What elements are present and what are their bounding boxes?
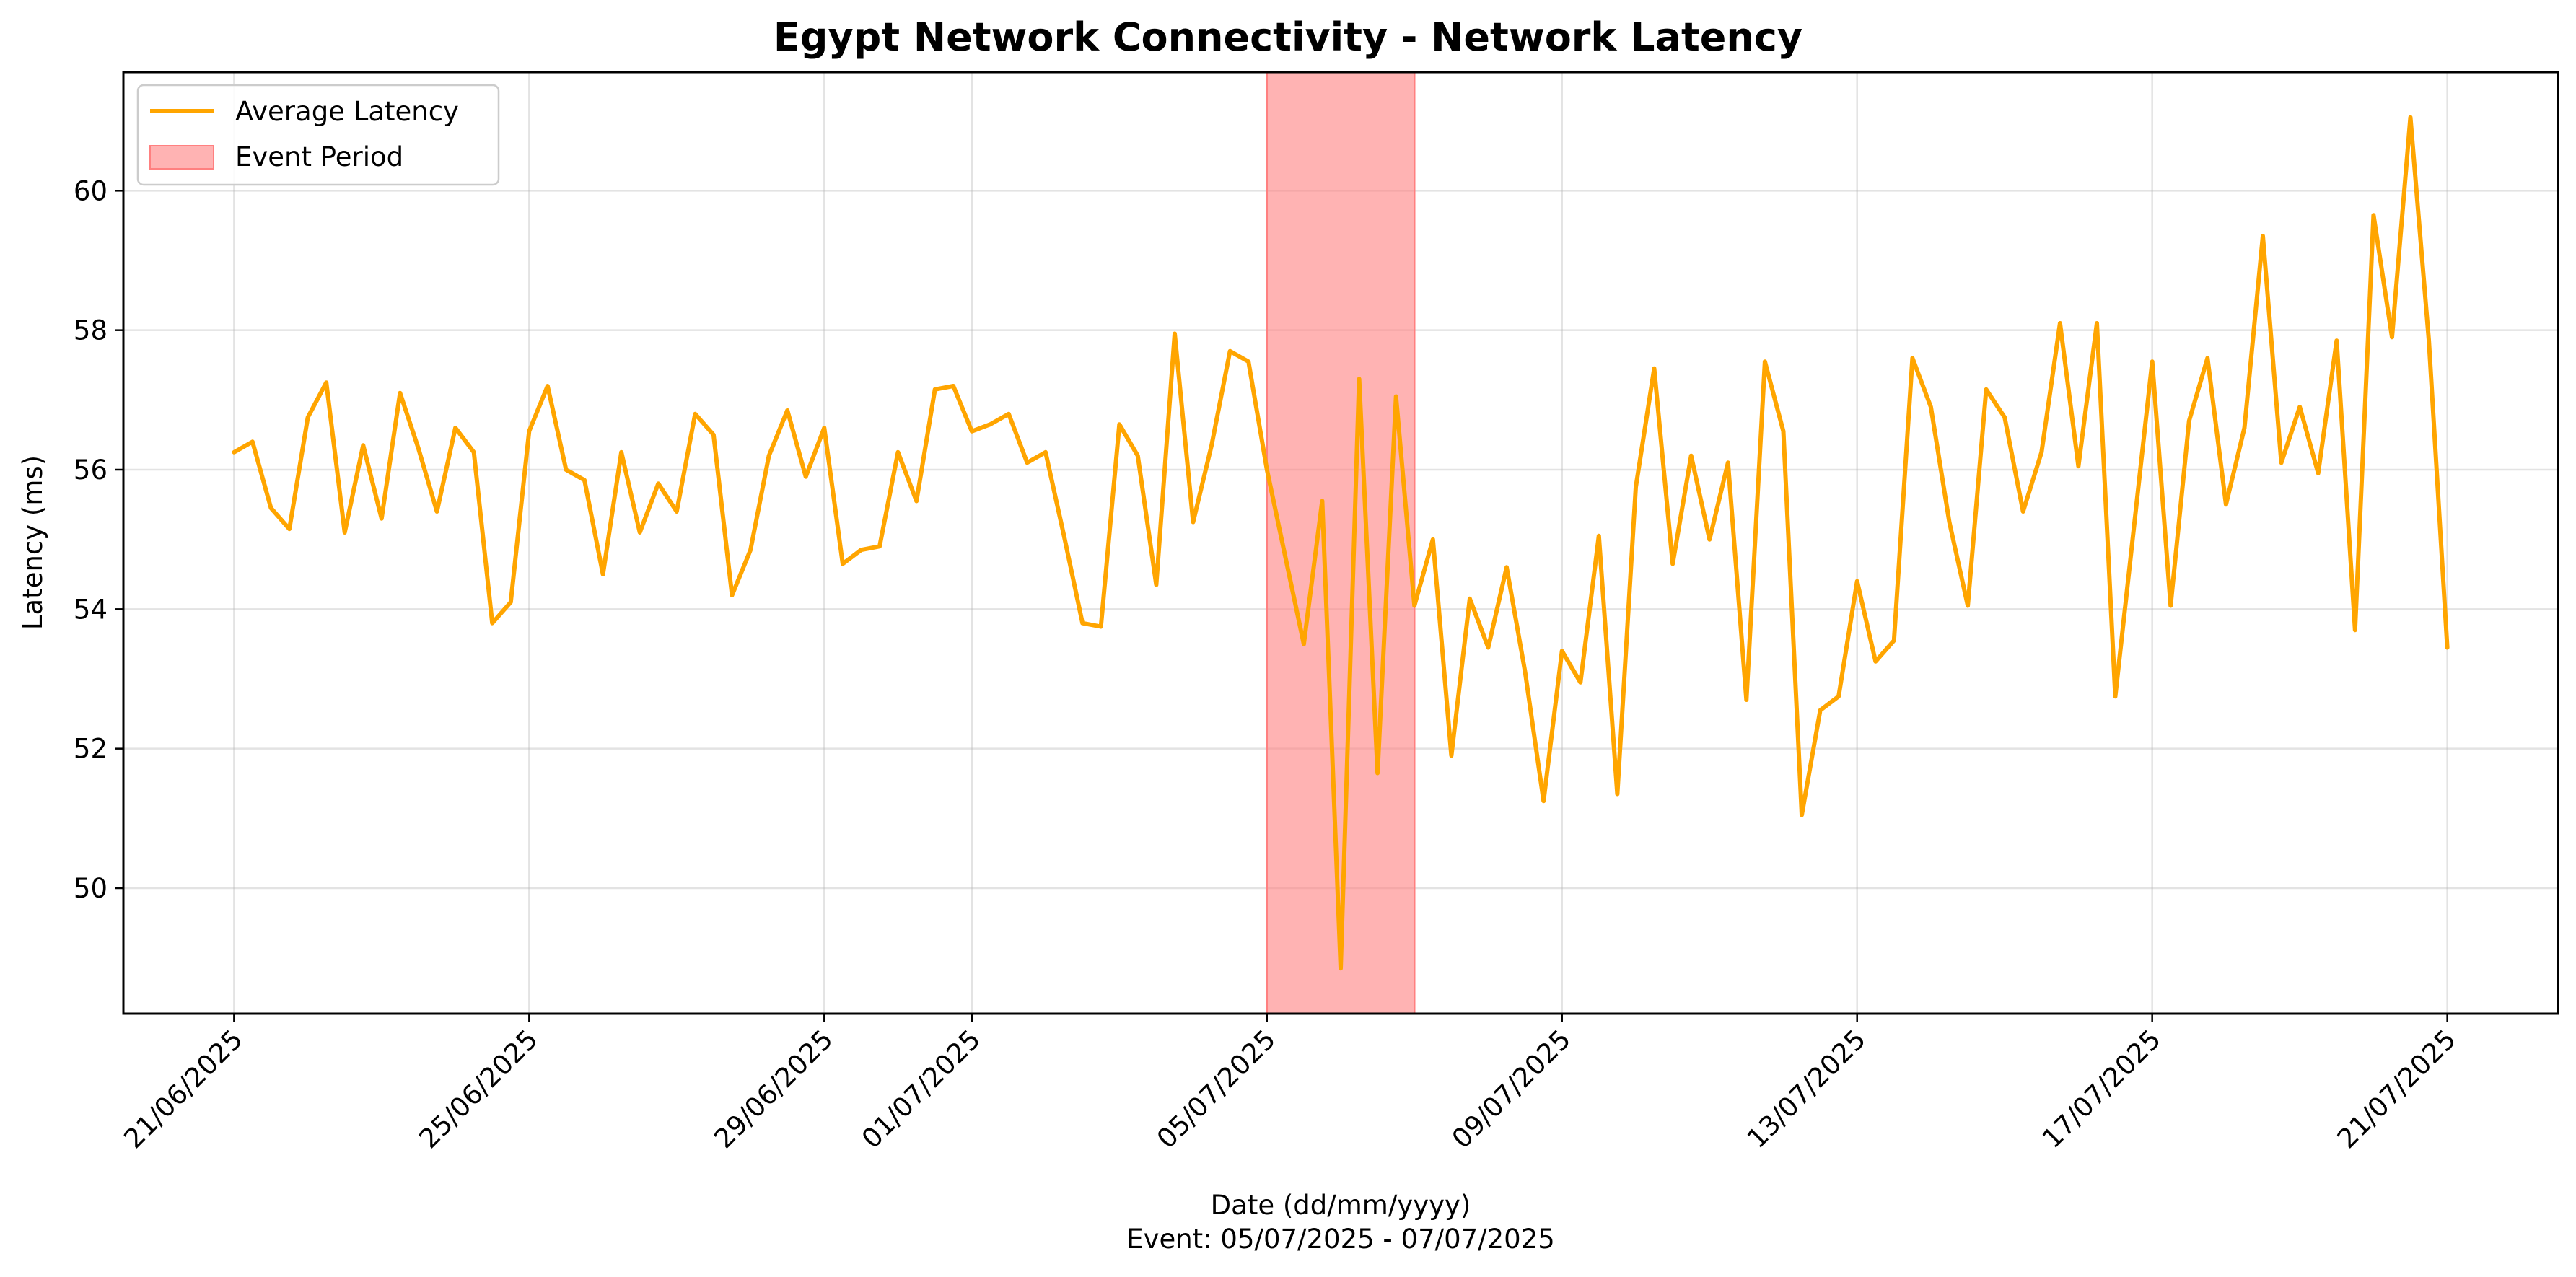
plot-area-frame: [122, 71, 2559, 1015]
y-tick-label: 58: [74, 315, 108, 346]
x-axis-event-note: Event: 05/07/2025 - 07/07/2025: [1126, 1224, 1555, 1255]
y-tick-label: 60: [74, 175, 108, 206]
y-axis-ticks: 50 52 54 56 58 60: [74, 175, 123, 904]
legend-swatch-event-period: [149, 145, 214, 170]
y-tick-label: 54: [74, 594, 108, 625]
y-tick-label: 56: [74, 455, 108, 486]
y-tick-label: 52: [74, 734, 108, 765]
event-period-layer: [1266, 71, 1416, 1015]
series-line-average-latency: [232, 115, 2450, 971]
legend-box: [136, 84, 500, 186]
series-layer: [232, 115, 2450, 971]
chart-title: Egypt Network Connectivity - Network Lat…: [774, 14, 1802, 60]
legend-label-average-latency: Average Latency: [235, 96, 459, 127]
y-tick-label: 50: [74, 873, 108, 904]
x-axis-label: Date (dd/mm/yyyy): [1211, 1190, 1471, 1221]
legend: Average Latency Event Period: [136, 84, 500, 186]
y-axis-label: Latency (ms): [17, 455, 48, 630]
legend-label-event-period: Event Period: [235, 141, 403, 172]
event-period-band: [1266, 71, 1416, 1015]
